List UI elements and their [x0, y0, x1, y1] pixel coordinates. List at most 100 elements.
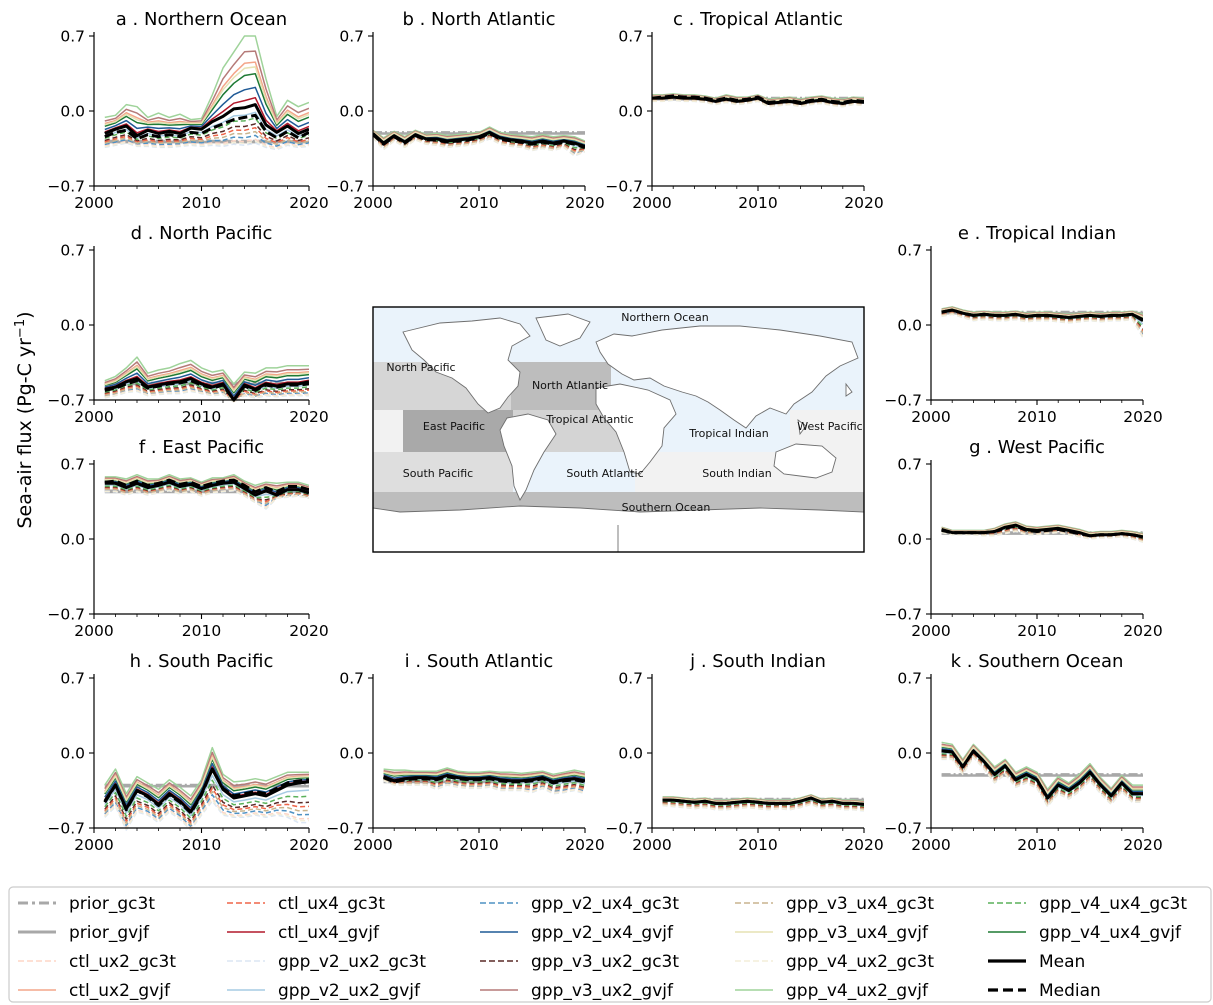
panel-f-series — [104, 473, 309, 510]
panel-title: b . North Atlantic — [402, 9, 555, 30]
panel-g-series — [941, 521, 1143, 543]
legend-entry-gpp-v4-ux4-gc3t: gpp_v4_ux4_gc3t — [988, 894, 1187, 914]
legend-label: prior_gc3t — [69, 894, 155, 914]
series-gpp-v3-ux2-gc3t — [104, 384, 309, 402]
legend-entry-gpp-v4-ux2-gvjf: gpp_v4_ux2_gvjf — [735, 981, 929, 1001]
map-label-south-atlantic: South Atlantic — [566, 467, 643, 480]
legend: prior_gc3t prior_gvjf ctl_ux2_gc3t ctl_ux2_… — [18, 894, 1187, 1001]
series-gpp-v3-ux2-gc3t — [104, 784, 309, 822]
x-tick-label: 2000 — [911, 408, 950, 426]
x-tick-label: 2000 — [74, 194, 113, 212]
y-tick-label: 0.7 — [897, 456, 922, 474]
y-tick-label: 0.7 — [339, 670, 364, 688]
series-gpp-v2-ux4-gvjf — [104, 86, 309, 131]
series-gpp-v3-ux2-gc3t — [104, 123, 309, 142]
x-tick-label: 2010 — [182, 622, 221, 640]
series-gpp-v2-ux2-gvjf — [104, 774, 309, 817]
x-tick-label: 2010 — [1017, 836, 1056, 854]
series-gpp-v2-ux2-gc3t — [662, 803, 864, 812]
x-tick-label: 2010 — [738, 836, 777, 854]
series-gpp-v4-ux4-gc3t — [383, 777, 585, 787]
x-tick-label: 2000 — [632, 836, 671, 854]
x-tick-label: 2010 — [1017, 408, 1056, 426]
panel-b-series — [373, 126, 585, 157]
legend-entry-mean: Mean — [988, 952, 1085, 972]
x-tick-label: 2020 — [1123, 622, 1162, 640]
series-mean — [104, 480, 309, 497]
y-tick-label: 0.7 — [60, 456, 85, 474]
series-gpp-v4-ux2-gvjf — [383, 767, 585, 776]
y-tick-label: −0.7 — [47, 820, 85, 838]
series-median — [104, 478, 309, 494]
panel-i-series — [383, 767, 585, 795]
region-south-pacific — [373, 452, 513, 492]
x-tick-label: 2020 — [1123, 836, 1162, 854]
series-gpp-v3-ux4-gvjf — [383, 770, 585, 779]
x-tick-label: 2020 — [844, 194, 883, 212]
series-mean — [652, 95, 864, 105]
x-tick-label: 2010 — [459, 194, 498, 212]
legend-label: ctl_ux4_gvjf — [278, 923, 380, 943]
legend-box — [8, 886, 1212, 1003]
series-ctl-ux2-gvjf — [104, 364, 309, 391]
map-label-north-pacific: North Pacific — [386, 361, 455, 374]
panel-title: k . Southern Ocean — [951, 651, 1124, 672]
x-tick-label: 2020 — [289, 622, 328, 640]
series-gpp-v4-ux2-gc3t — [652, 99, 864, 108]
panel-h-series — [103, 746, 309, 831]
series-gpp-v3-ux2-gvjf — [104, 361, 309, 389]
legend-label: prior_gvjf — [69, 923, 150, 943]
series-gpp-v3-ux4-gc3t — [383, 778, 585, 791]
legend-entry-gpp-v2-ux2-gvjf: gpp_v2_ux2_gvjf — [227, 981, 421, 1001]
series-mean — [373, 130, 585, 148]
series-gpp-v4-ux2-gc3t — [104, 390, 309, 403]
series-mean — [104, 103, 309, 138]
legend-entry-prior-gc3t: prior_gc3t — [18, 894, 155, 914]
panel-title: f . East Pacific — [139, 437, 264, 458]
y-tick-label: 0.0 — [339, 103, 364, 121]
y-tick-label: 0.7 — [618, 28, 643, 46]
y-tick-label: 0.0 — [618, 103, 643, 121]
panel-title: c . Tropical Atlantic — [673, 9, 843, 30]
series-gpp-v2-ux4-gvjf — [104, 372, 309, 397]
series-gpp-v3-ux4-gc3t — [662, 801, 864, 810]
y-tick-label: 0.0 — [618, 745, 643, 763]
series-ctl-ux4-gc3t — [104, 126, 309, 144]
legend-entry-median: Median — [988, 981, 1101, 1001]
legend-label: Mean — [1039, 952, 1085, 972]
y-tick-label: 0.0 — [339, 745, 364, 763]
series-gpp-v3-ux4-gc3t — [941, 312, 1143, 334]
y-tick-label: 0.7 — [897, 670, 922, 688]
panel-title: e . Tropical Indian — [958, 223, 1116, 244]
series-gpp-v3-ux4-gc3t — [104, 386, 309, 403]
region-east-pacific — [403, 410, 513, 452]
series-gpp-v4-ux2-gc3t — [941, 313, 1143, 338]
legend-entry-gpp-v2-ux2-gc3t: gpp_v2_ux2_gc3t — [227, 952, 426, 972]
y-tick-label: 0.7 — [339, 28, 364, 46]
series-gpp-v3-ux4-gvjf — [662, 795, 864, 804]
legend-label: gpp_v2_ux2_gvjf — [278, 981, 421, 1001]
y-tick-label: 0.0 — [60, 103, 85, 121]
series-gpp-v3-ux4-gvjf — [104, 756, 309, 804]
series-gpp-v4-ux2-gc3t — [662, 803, 864, 812]
y-tick-label: 0.0 — [897, 317, 922, 335]
x-tick-label: 2010 — [738, 194, 777, 212]
series-gpp-v4-ux4-gc3t — [941, 310, 1143, 328]
series-gpp-v3-ux4-gc3t — [104, 487, 309, 505]
legend-label: gpp_v2_ux4_gc3t — [531, 894, 679, 914]
legend-label: ctl_ux2_gvjf — [69, 981, 171, 1001]
series-mean — [941, 749, 1143, 800]
series-gpp-v3-ux2-gvjf — [383, 768, 585, 777]
series-mean — [662, 796, 864, 806]
y-tick-label: 0.0 — [60, 745, 85, 763]
map-label-east-pacific: East Pacific — [423, 420, 485, 433]
y-tick-label: −0.7 — [47, 606, 85, 624]
x-tick-label: 2020 — [289, 836, 328, 854]
series-gpp-v3-ux2-gvjf — [104, 475, 309, 489]
continents — [372, 313, 865, 553]
series-gpp-v4-ux2-gc3t — [941, 530, 1143, 543]
